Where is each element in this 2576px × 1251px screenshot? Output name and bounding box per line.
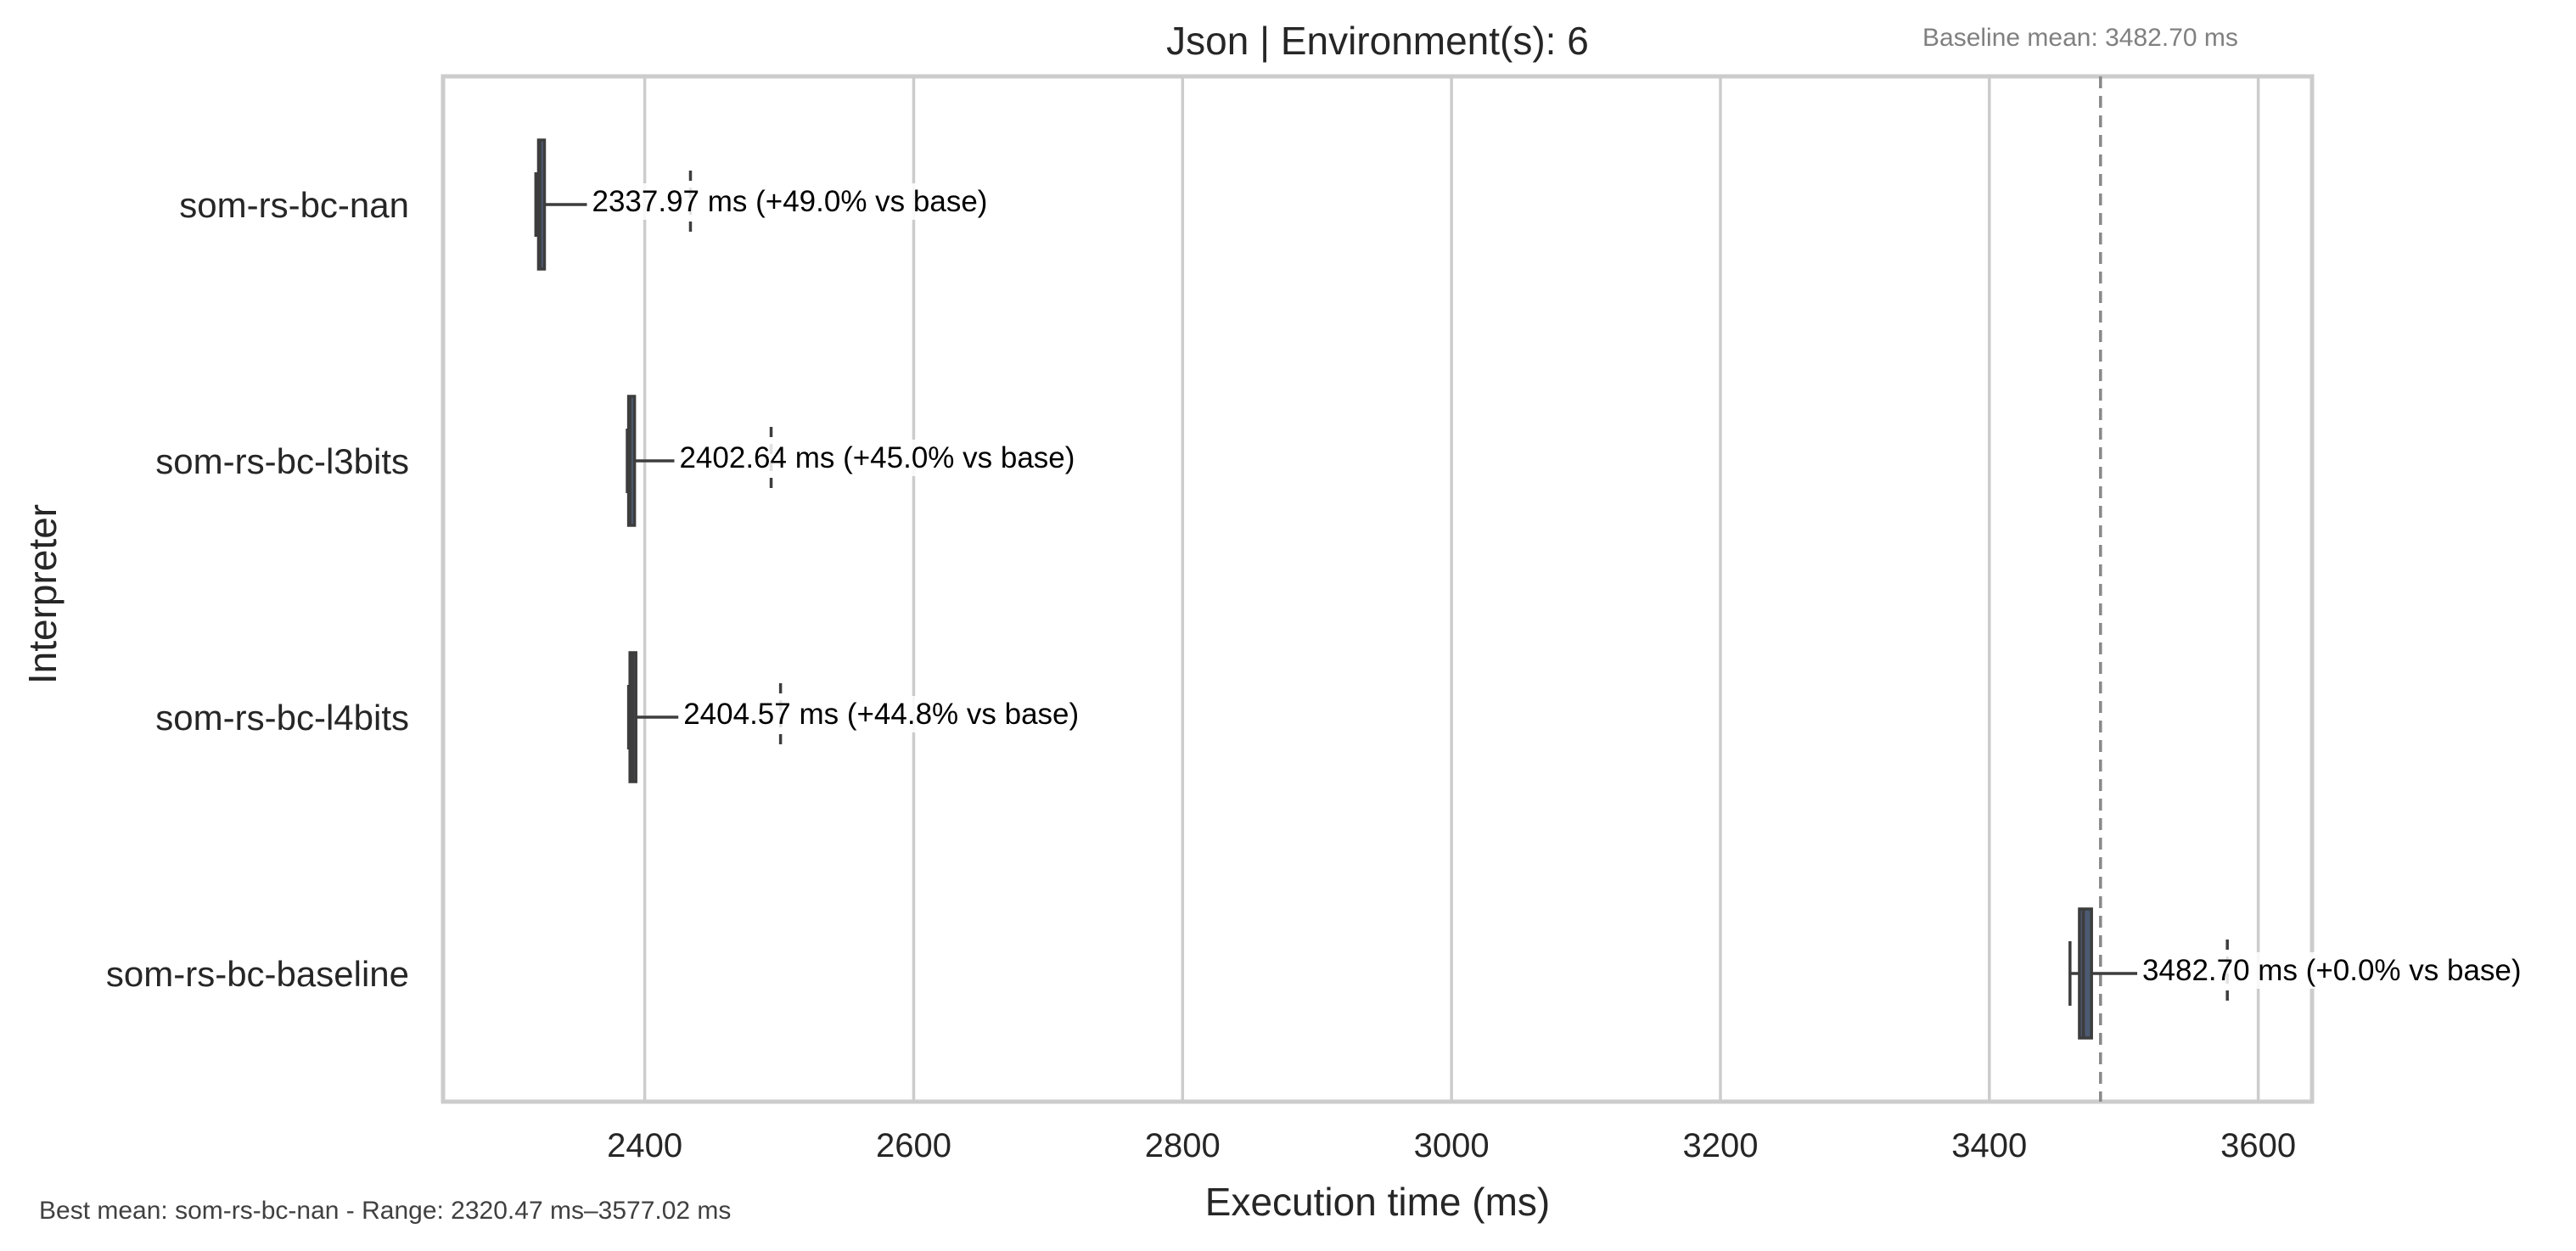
x-tick-label: 3400 [1951,1127,2027,1164]
x-tick-label: 2800 [1145,1127,1221,1164]
x-tick-label: 3000 [1414,1127,1490,1164]
label-layer: 2400 2600 2800 3000 3200 3400 3600 som-rs-bc-na… [106,183,2523,1164]
x-tick-label: 2600 [876,1127,951,1164]
plot-frame [441,74,2315,1104]
baseline-mean-note: Baseline mean: 3482.70 ms [1922,24,2238,52]
x-tick-label: 2400 [607,1127,682,1164]
grid-layer [643,76,2260,1102]
y-category-label: som-rs-bc-nan [179,185,409,225]
x-tick-label: 3600 [2220,1127,2296,1164]
data-label-background [590,183,990,220]
data-label: 2337.97 ms (+49.0% vs base) [592,185,988,218]
data-label-background [682,696,1081,732]
data-label: 3482.70 ms (+0.0% vs base) [2142,954,2522,987]
y-axis-label: Interpreter [20,504,65,684]
footnote: Best mean: som-rs-bc-nan - Range: 2320.4… [39,1197,731,1225]
x-tick-label: 3200 [1682,1127,1758,1164]
y-category-label: som-rs-bc-l3bits [155,441,409,481]
y-category-label: som-rs-bc-baseline [106,954,409,994]
x-axis-label: Execution time (ms) [1205,1180,1550,1224]
y-category-label: som-rs-bc-l4bits [155,698,409,738]
marks-layer [534,138,2229,1040]
data-label-background [2141,952,2523,989]
data-label-background [677,440,1077,476]
chart-title: Json | Environment(s): 6 [1166,19,1589,63]
data-label: 2404.57 ms (+44.8% vs base) [683,698,1079,731]
data-label: 2402.64 ms (+45.0% vs base) [679,441,1075,474]
box-body [2078,907,2093,1040]
